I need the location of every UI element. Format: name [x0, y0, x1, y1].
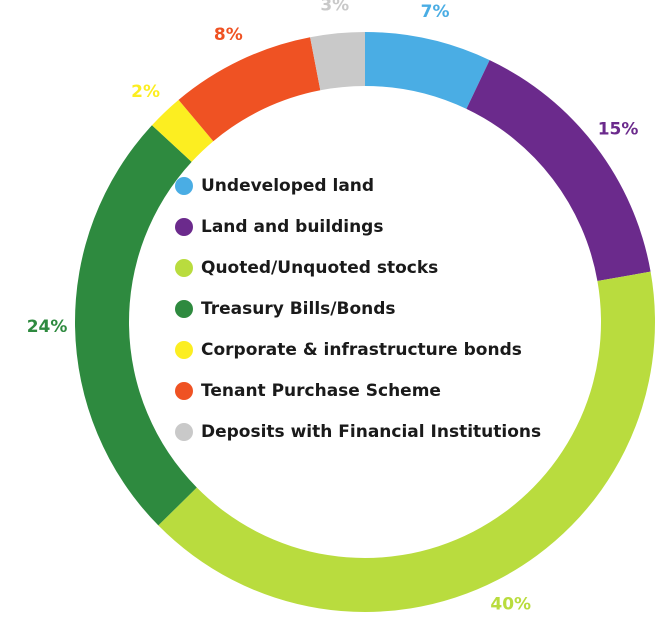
slice	[466, 60, 651, 282]
value-label: 24%	[27, 317, 68, 337]
slice	[178, 37, 321, 142]
value-label: 40%	[490, 595, 531, 615]
legend-swatch	[175, 423, 193, 441]
value-label: 2%	[131, 82, 160, 102]
legend-swatch	[175, 259, 193, 277]
slice	[74, 125, 197, 526]
legend-label: Tenant Purchase Scheme	[201, 381, 441, 401]
legend-swatch	[175, 177, 193, 195]
value-label: 3%	[320, 0, 349, 15]
legend-label: Undeveloped land	[201, 176, 374, 196]
slice	[158, 271, 655, 613]
legend-label: Treasury Bills/Bonds	[201, 299, 396, 319]
slice	[151, 99, 214, 162]
legend-label: Deposits with Financial Institutions	[201, 422, 541, 442]
legend-swatch	[175, 382, 193, 400]
slice	[310, 32, 365, 91]
value-label: 8%	[214, 25, 243, 45]
slice	[365, 32, 490, 109]
legend-label: Quoted/Unquoted stocks	[201, 258, 438, 278]
legend-swatch	[175, 218, 193, 236]
value-label: 15%	[598, 119, 639, 139]
legend-label: Land and buildings	[201, 217, 383, 237]
legend-swatch	[175, 300, 193, 318]
legend-swatch	[175, 341, 193, 359]
value-label: 7%	[421, 2, 450, 22]
legend-label: Corporate & infrastructure bonds	[201, 340, 522, 360]
